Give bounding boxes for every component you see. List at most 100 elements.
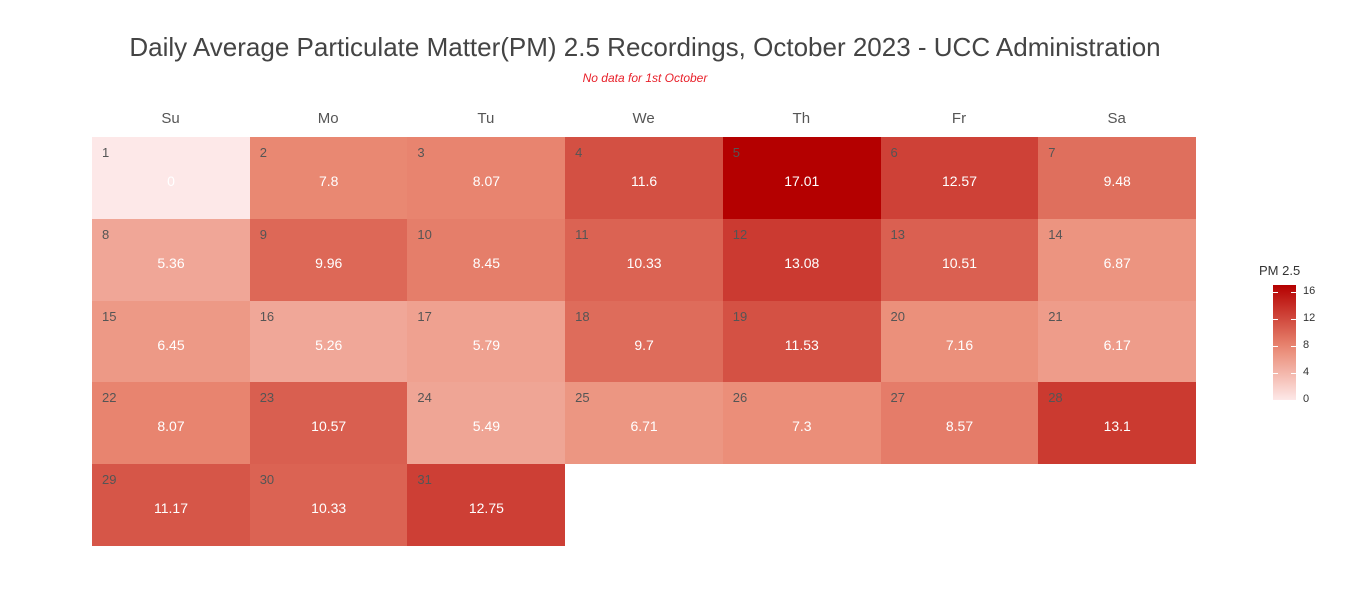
day-cell: 15 6.45 (92, 300, 250, 383)
day-cell: 18 9.7 (565, 300, 724, 383)
weekday-label: Th (792, 110, 811, 127)
day-number: 5 (732, 145, 741, 160)
legend-tick-mark (1273, 345, 1278, 347)
day-number: 27 (890, 390, 905, 406)
value-label: 8.45 (472, 254, 501, 271)
weekday-label: Sa (1107, 110, 1126, 127)
day-cell: 13 10.51 (880, 218, 1039, 301)
value-label: 5.79 (472, 336, 501, 353)
day-cell: 20 7.16 (880, 300, 1039, 383)
day-number: 18 (575, 308, 590, 324)
legend-tick-label: 0 (1303, 393, 1310, 405)
day-cell: 12 13.08 (722, 218, 881, 301)
day-cell: 3 8.07 (407, 137, 566, 219)
value-label: 6.87 (1103, 254, 1131, 271)
day-number: 17 (417, 308, 432, 324)
chart-subtitle: No data for 1st October (582, 71, 708, 85)
day-cell: 5 17.01 (722, 137, 881, 219)
day-number: 23 (259, 390, 275, 406)
value-label: 9.48 (1103, 173, 1131, 189)
value-label: 13.08 (784, 254, 820, 271)
day-cell: 16 5.26 (249, 300, 408, 383)
day-cell: 8 5.36 (92, 218, 250, 301)
day-number: 19 (732, 308, 748, 324)
weekday-label: Su (161, 110, 180, 127)
day-number: 13 (890, 226, 905, 242)
legend-tick-label: 4 (1303, 365, 1310, 378)
legend-colorbar (1273, 285, 1296, 400)
value-label: 10.33 (626, 254, 662, 271)
value-label: 7.3 (792, 418, 812, 435)
value-label: 12.75 (468, 500, 504, 517)
value-label: 5.49 (472, 418, 501, 435)
day-number: 2 (259, 145, 267, 160)
day-number: 26 (732, 390, 748, 406)
value-label: 17.01 (784, 173, 820, 189)
day-number: 20 (890, 308, 905, 324)
day-number: 22 (102, 390, 117, 406)
value-label: 11.17 (154, 500, 188, 517)
day-cell: 17 5.79 (407, 300, 566, 383)
day-number: 11 (575, 226, 589, 242)
value-label: 11.53 (784, 336, 819, 353)
legend-tick-mark (1291, 318, 1296, 320)
value-label: 8.57 (945, 418, 974, 435)
weekday-label: Tu (477, 110, 495, 127)
day-number: 29 (102, 472, 117, 488)
day-number: 31 (417, 472, 432, 488)
day-cell: 31 12.75 (407, 464, 566, 547)
value-label: 8.07 (472, 173, 501, 189)
day-cell: 14 6.87 (1038, 218, 1197, 301)
day-number: 15 (102, 308, 117, 324)
day-cell: 27 8.57 (880, 382, 1039, 465)
value-label: 6.45 (157, 336, 185, 353)
day-number: 24 (417, 390, 432, 406)
value-label: 5.36 (157, 254, 185, 271)
day-number: 9 (259, 226, 267, 242)
day-cell: 28 13.1 (1038, 382, 1197, 465)
value-label: 9.96 (315, 254, 343, 271)
value-label: 13.1 (1103, 418, 1131, 435)
day-cell: 29 11.17 (92, 464, 250, 547)
day-cell: 22 8.07 (92, 382, 250, 465)
value-label: 7.16 (945, 336, 974, 353)
day-cell: 2 7.8 (249, 137, 408, 219)
day-cell: 24 5.49 (407, 382, 566, 465)
legend-tick-mark (1273, 318, 1278, 320)
day-number: 4 (575, 145, 583, 160)
day-number: 1 (102, 145, 110, 160)
value-label: 8.07 (157, 418, 185, 435)
value-label: 10.33 (311, 500, 347, 517)
day-number: 10 (417, 226, 432, 242)
day-cell: 26 7.3 (722, 382, 881, 465)
value-label: 9.7 (634, 336, 654, 353)
legend-tick-mark (1291, 372, 1296, 374)
legend-tick-label: 12 (1303, 311, 1316, 324)
value-label: 5.26 (315, 336, 343, 353)
value-label: 12.57 (941, 173, 978, 189)
day-number: 3 (417, 145, 425, 160)
day-cell: 19 11.53 (722, 300, 881, 383)
weekday-label: Fr (951, 110, 967, 127)
value-label: 0 (167, 173, 175, 189)
value-label: 7.8 (318, 173, 339, 189)
legend-title: PM 2.5 (1259, 263, 1301, 278)
value-label: 6.71 (630, 418, 658, 435)
chart-title: Daily Average Particulate Matter(PM) 2.5… (129, 32, 1161, 62)
day-cell: 9 9.96 (249, 218, 408, 301)
legend-tick-label: 16 (1303, 284, 1316, 297)
day-cell: 11 10.33 (565, 218, 724, 301)
legend-tick-label: 8 (1303, 338, 1310, 351)
day-number: 21 (1048, 308, 1063, 324)
value-label: 11.6 (630, 173, 658, 189)
day-number: 6 (890, 145, 898, 160)
day-number: 12 (732, 226, 748, 242)
weekday-label: Mo (317, 110, 339, 127)
day-cell: 4 11.6 (565, 137, 724, 219)
day-number: 30 (259, 472, 275, 488)
day-cell: 10 8.45 (407, 218, 566, 301)
day-cell: 25 6.71 (565, 382, 724, 465)
day-number: 7 (1048, 145, 1056, 160)
value-label: 10.57 (311, 418, 347, 435)
